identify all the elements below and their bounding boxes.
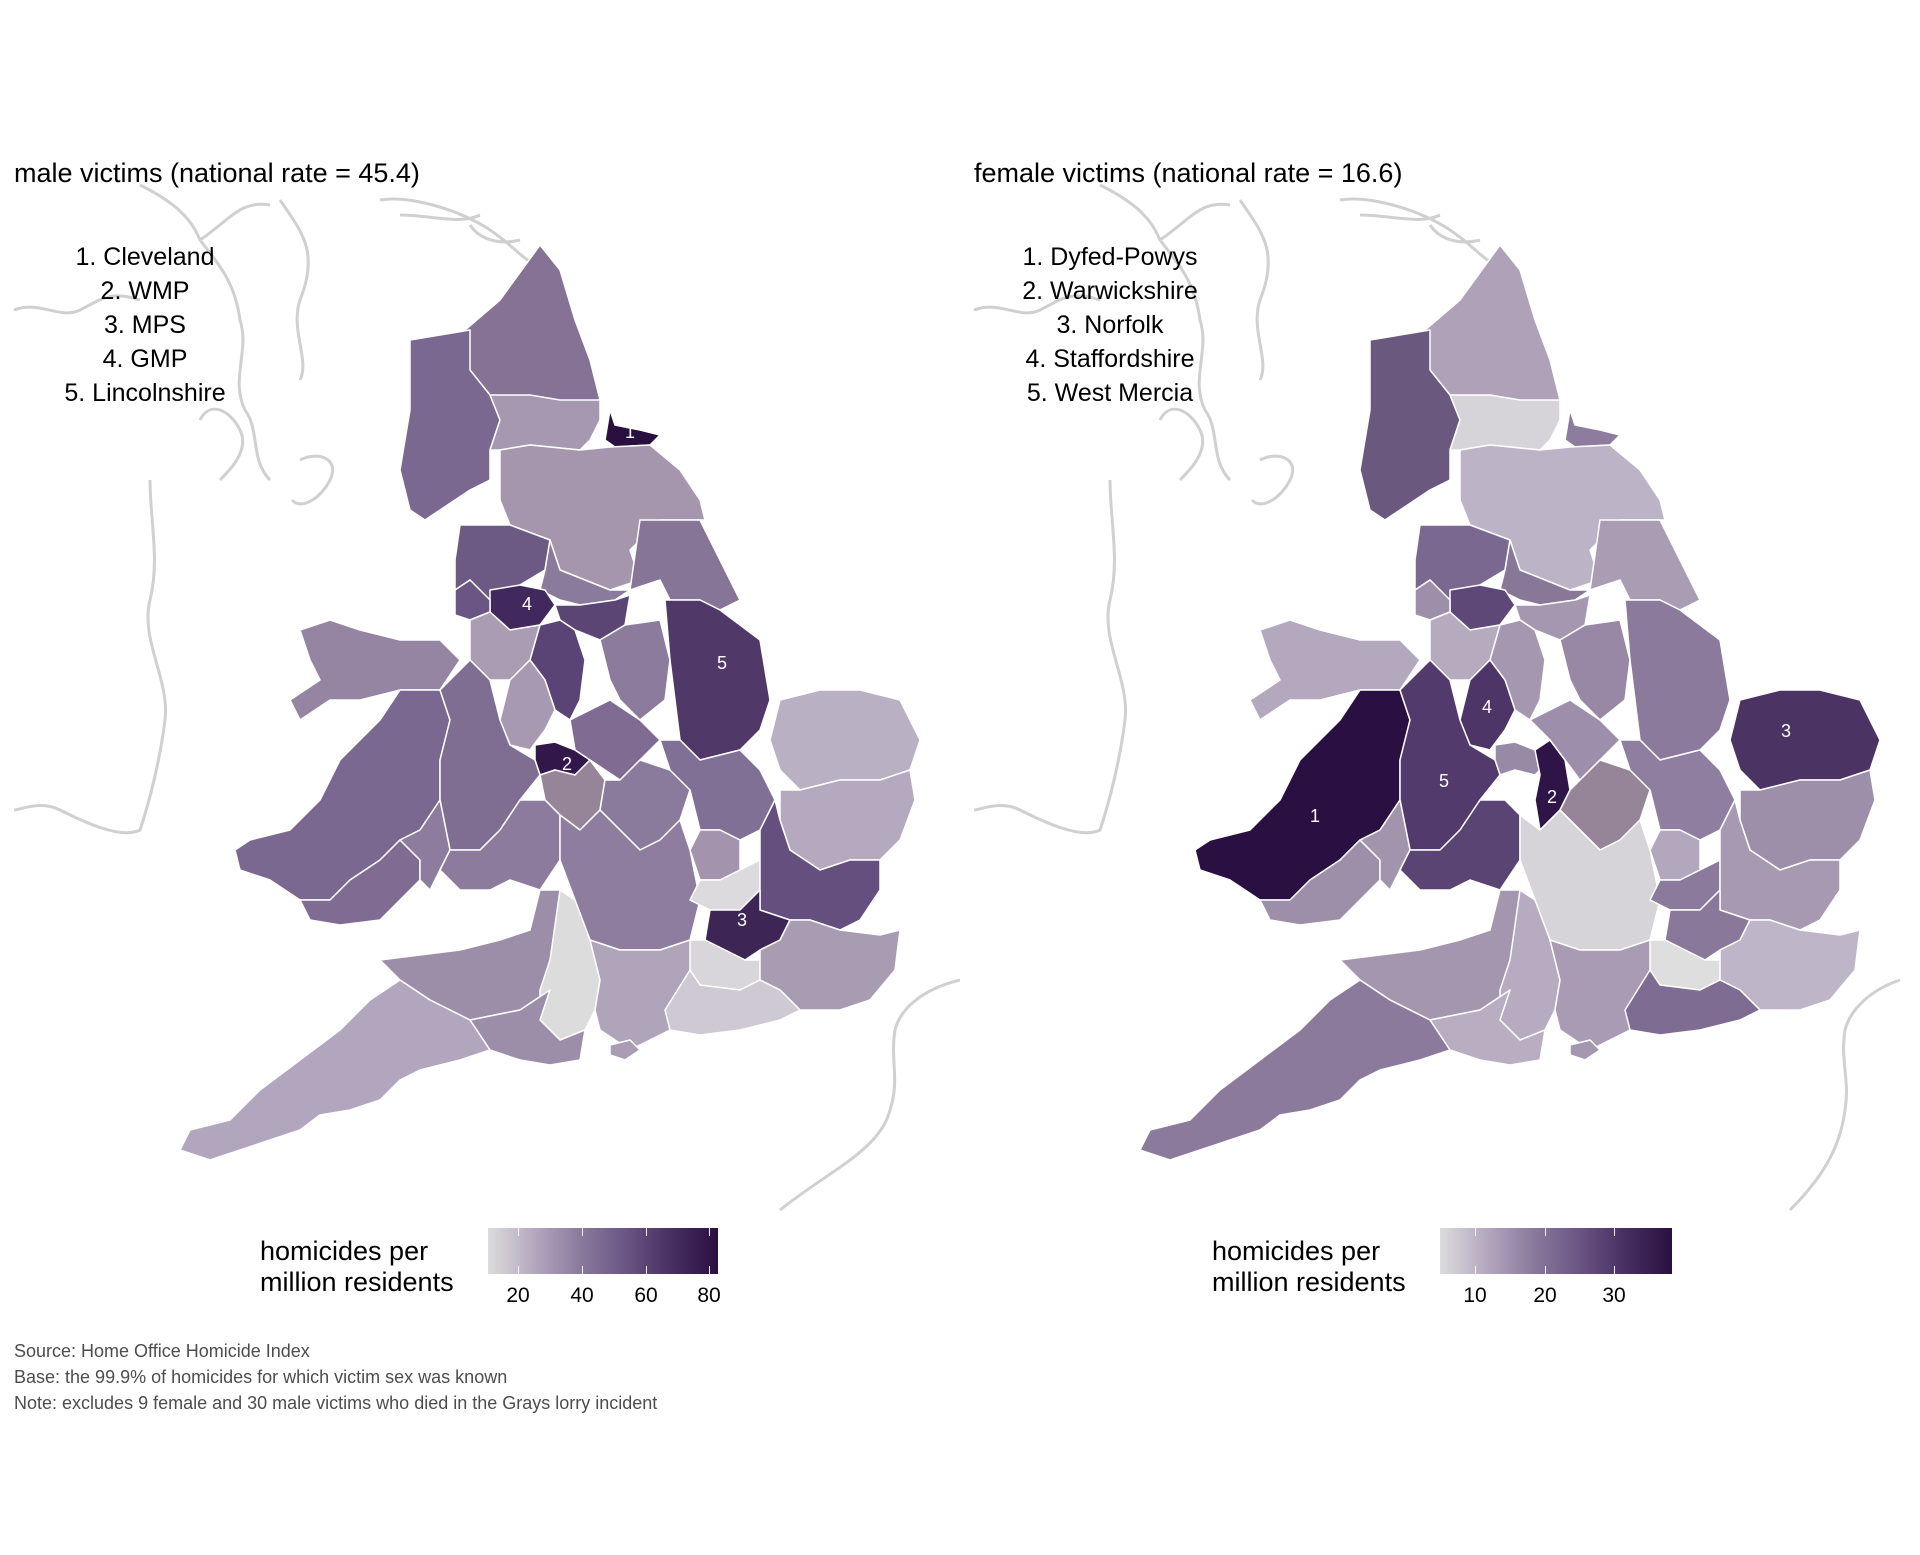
legend-tick-mark: [518, 1266, 519, 1274]
map-label-west-mercia: 5: [1439, 771, 1449, 791]
female-legend-tick-10: 10: [1463, 1284, 1487, 1307]
male-rank-3: 3. MPS: [104, 311, 186, 339]
map-rank-labels: 1 2 3 4 5: [522, 422, 747, 930]
male-rank-5: 5. Lincolnshire: [64, 379, 226, 407]
map-label-warwickshire: 2: [1547, 787, 1557, 807]
female-rank-5: 5. West Mercia: [1026, 379, 1194, 407]
region-northumbria: [1424, 244, 1561, 406]
female-choropleth-map: 1 2 3 4 5: [973, 183, 1901, 1212]
region-lincolnshire: [664, 599, 771, 761]
map-label-gmp: 4: [522, 594, 532, 614]
male-rank-4: 4. GMP: [102, 345, 188, 373]
male-choropleth-map: 1 2 3 4 5: [13, 183, 960, 1212]
region-bedfordshire: [1649, 829, 1701, 881]
legend-tick-mark: [1545, 1266, 1546, 1274]
male-legend-tick-40: 40: [570, 1284, 594, 1307]
map-rank-labels: 1 2 3 4 5: [1310, 697, 1791, 826]
coastline-outlines: [973, 183, 1901, 1212]
male-victims-panel: 1 2 3 4 5 male victims (national rate = …: [0, 0, 960, 1320]
legend-tick-mark: [1614, 1266, 1615, 1274]
map-label-wmp: 2: [562, 754, 572, 774]
region-durham: [489, 394, 601, 451]
male-legend-title: homicides per million residents: [260, 1236, 454, 1298]
female-legend-tick-30: 30: [1602, 1284, 1626, 1307]
male-top5-ranking: 1. Cleveland 2. WMP 3. MPS 4. GMP 5. Lin…: [40, 240, 250, 410]
map-label-mps: 3: [737, 910, 747, 930]
figure-caption: Source: Home Office Homicide Index Base:…: [14, 1338, 657, 1416]
force-areas: [1139, 244, 1881, 1161]
legend-tick-mark: [646, 1266, 647, 1274]
female-legend-gradient-bar: [1440, 1228, 1672, 1274]
region-sussex: [1624, 969, 1761, 1036]
male-legend-tick-80: 80: [697, 1284, 721, 1307]
map-label-lincolnshire: 5: [717, 653, 727, 673]
legend-tick-mark: [1475, 1228, 1476, 1236]
region-devon-cornwall: [179, 979, 491, 1161]
region-humberside: [629, 519, 741, 611]
legend-title-line2: million residents: [260, 1267, 454, 1297]
region-dorset: [1429, 989, 1546, 1066]
legend-title-line1: homicides per: [1212, 1236, 1381, 1266]
male-legend-tick-60: 60: [634, 1284, 658, 1307]
map-label-dyfed-powys: 1: [1310, 806, 1320, 826]
region-bedfordshire: [689, 829, 741, 881]
legend-tick-mark: [646, 1228, 647, 1236]
map-label-cleveland: 1: [625, 422, 635, 442]
female-rank-2: 2. Warwickshire: [1022, 277, 1198, 305]
region-isle-of-wight: [609, 1039, 641, 1061]
region-humberside: [1589, 519, 1701, 611]
region-cumbria: [399, 329, 501, 521]
region-nottinghamshire: [599, 619, 671, 721]
region-nottinghamshire: [1559, 619, 1631, 721]
legend-tick-mark: [518, 1228, 519, 1236]
legend-tick-mark: [582, 1266, 583, 1274]
male-rank-2: 2. WMP: [100, 277, 190, 305]
region-northumbria: [464, 244, 601, 406]
region-devon-cornwall: [1139, 979, 1451, 1161]
region-dorset: [469, 989, 586, 1066]
female-rank-3: 3. Norfolk: [1056, 311, 1164, 339]
region-sussex: [664, 969, 801, 1036]
female-victims-panel: 1 2 3 4 5 female victims (national rate …: [960, 0, 1920, 1320]
legend-tick-mark: [709, 1266, 710, 1274]
female-top5-ranking: 1. Dyfed-Powys 2. Warwickshire 3. Norfol…: [1000, 240, 1220, 410]
male-legend-tick-20: 20: [506, 1284, 530, 1307]
caption-base: Base: the 99.9% of homicides for which v…: [14, 1367, 508, 1387]
male-rank-1: 1. Cleveland: [75, 243, 215, 271]
map-label-staffordshire: 4: [1482, 697, 1492, 717]
legend-tick-mark: [1614, 1228, 1615, 1236]
female-legend-tick-20: 20: [1533, 1284, 1557, 1307]
female-rank-1: 1. Dyfed-Powys: [1022, 243, 1198, 271]
male-panel-title: male victims (national rate = 45.4): [14, 158, 420, 188]
map-label-norfolk: 3: [1781, 721, 1791, 741]
male-legend-gradient-bar: [488, 1228, 718, 1274]
female-rank-4: 4. Staffordshire: [1025, 345, 1195, 373]
female-legend-title: homicides per million residents: [1212, 1236, 1406, 1298]
region-lincolnshire: [1624, 599, 1731, 761]
region-isle-of-wight: [1569, 1039, 1601, 1061]
legend-tick-mark: [1545, 1228, 1546, 1236]
caption-note: Note: excludes 9 female and 30 male vict…: [14, 1393, 658, 1413]
female-panel-title: female victims (national rate = 16.6): [974, 158, 1403, 188]
coastline-outlines: [13, 183, 960, 1212]
caption-source: Source: Home Office Homicide Index: [14, 1341, 310, 1361]
region-cleveland: [604, 409, 661, 448]
region-durham: [1449, 394, 1561, 451]
legend-title-line1: homicides per: [260, 1236, 429, 1266]
region-cumbria: [1359, 329, 1461, 521]
region-cleveland: [1564, 409, 1621, 448]
legend-tick-mark: [1475, 1266, 1476, 1274]
legend-tick-mark: [582, 1228, 583, 1236]
legend-tick-mark: [709, 1228, 710, 1236]
legend-title-line2: million residents: [1212, 1267, 1406, 1297]
force-areas: [179, 244, 921, 1161]
